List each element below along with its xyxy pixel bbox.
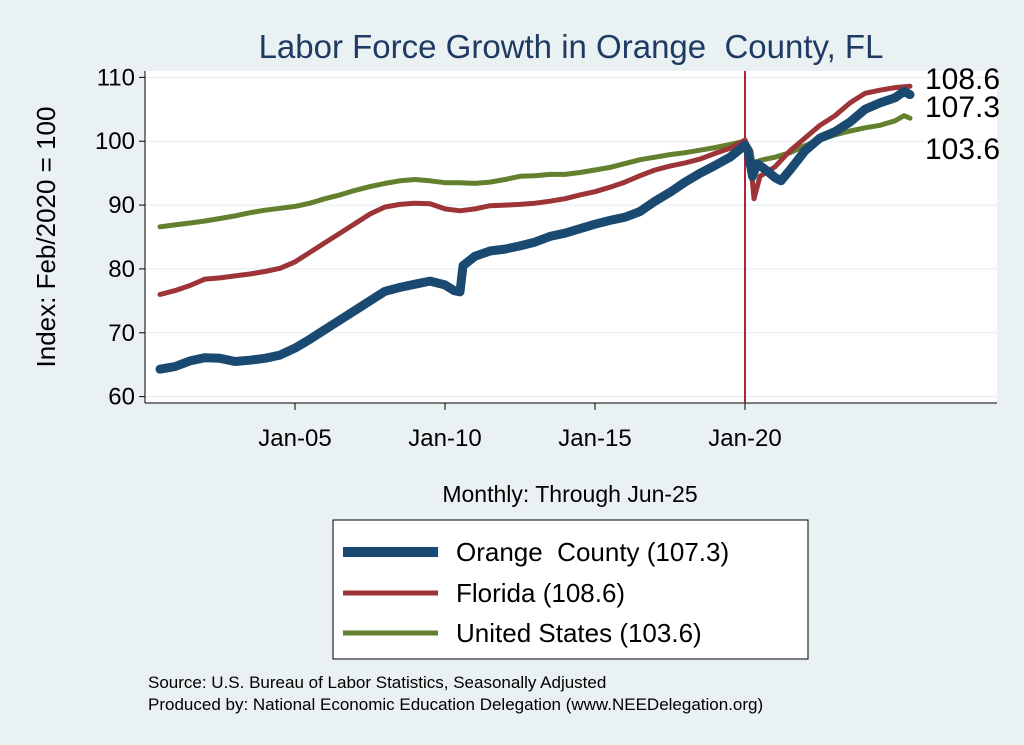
legend-label-united-states: United States (103.6) (456, 618, 702, 648)
legend-label-orange-county: Orange County (107.3) (456, 537, 729, 567)
x-tick-label-Jan-10: Jan-10 (408, 425, 481, 452)
series-line-florida (157, 83, 913, 297)
x-axis-ticks: Jan-05 Jan-10 Jan-15 Jan-20 (258, 403, 782, 452)
end-label-united-states: 103.6 (925, 133, 1000, 166)
source-note: Source: U.S. Bureau of Labor Statistics,… (148, 673, 606, 692)
y-tick-label-110: 110 (97, 64, 135, 91)
end-label-orange-county: 107.3 (925, 91, 1000, 124)
chart-title: Labor Force Growth in Orange County, FL (259, 28, 884, 65)
y-tick-label-80: 80 (108, 256, 135, 283)
y-tick-label-90: 90 (108, 192, 135, 219)
y-axis-label: Index: Feb/2020 = 100 (31, 107, 61, 368)
x-axis-label: Monthly: Through Jun-25 (442, 481, 697, 507)
legend: Orange County (107.3) Florida (108.6) Un… (332, 519, 809, 660)
y-axis-ticks: 60 70 80 90 100 110 (95, 64, 145, 411)
y-tick-label-100: 100 (95, 128, 135, 155)
legend-box (332, 519, 809, 660)
y-tick-label-70: 70 (108, 320, 135, 347)
gridlines (145, 76, 997, 398)
series-line-orange-county (155, 86, 915, 374)
y-tick-label-60: 60 (108, 384, 135, 411)
x-tick-label-Jan-05: Jan-05 (258, 425, 331, 452)
x-tick-label-Jan-20: Jan-20 (708, 425, 781, 452)
end-label-florida: 108.6 (925, 63, 1000, 96)
x-tick-label-Jan-15: Jan-15 (558, 425, 631, 452)
produced-by-note: Produced by: National Economic Education… (148, 695, 763, 714)
legend-label-florida: Florida (108.6) (456, 578, 625, 608)
series-lines (155, 83, 915, 374)
